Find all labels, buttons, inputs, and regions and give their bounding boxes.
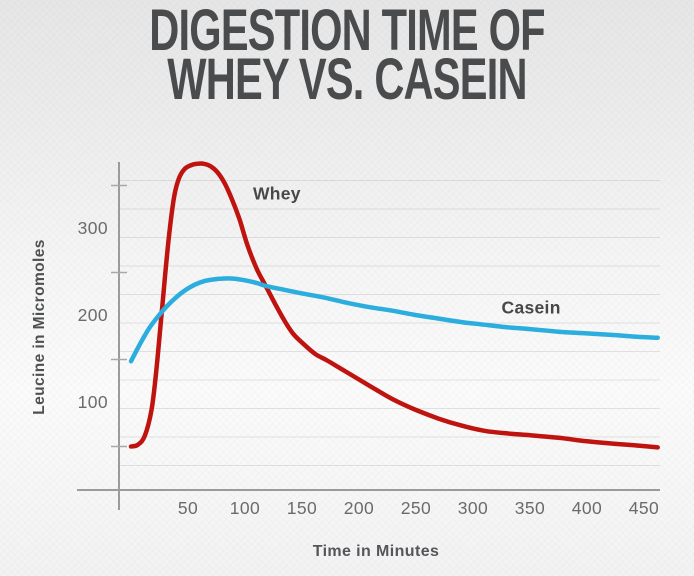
x-tick-label: 250 — [400, 498, 432, 518]
y-axis-title: Leucine in Micromoles — [31, 239, 48, 415]
whey-curve — [128, 161, 660, 450]
y-tick-label: 300 — [77, 218, 108, 238]
x-tick-label: 400 — [571, 498, 603, 518]
y-tick-label: 200 — [77, 305, 108, 325]
y-tick-label: 100 — [77, 392, 108, 412]
chart-title-line2: WHEY VS. CASEIN — [167, 47, 527, 113]
x-axis-title: Time in Minutes — [312, 543, 440, 560]
chart-title-line1: DIGESTION TIME OF — [149, 0, 545, 64]
x-tick-label: 450 — [628, 498, 660, 518]
casein-curve — [128, 276, 660, 364]
chart-title: DIGESTION TIME OF WHEY VS. CASEIN — [0, 0, 694, 113]
x-tick-label: 200 — [343, 498, 375, 518]
plot-gridlines — [119, 162, 660, 491]
x-tick-label: 100 — [229, 498, 261, 518]
casein-series-label: Casein — [501, 297, 561, 318]
x-tick-label: 300 — [457, 498, 489, 518]
whey-series-label: Whey — [252, 183, 301, 204]
x-tick-label: 150 — [286, 498, 318, 518]
x-tick-label: 50 — [177, 498, 199, 518]
x-tick-label: 350 — [514, 498, 546, 518]
